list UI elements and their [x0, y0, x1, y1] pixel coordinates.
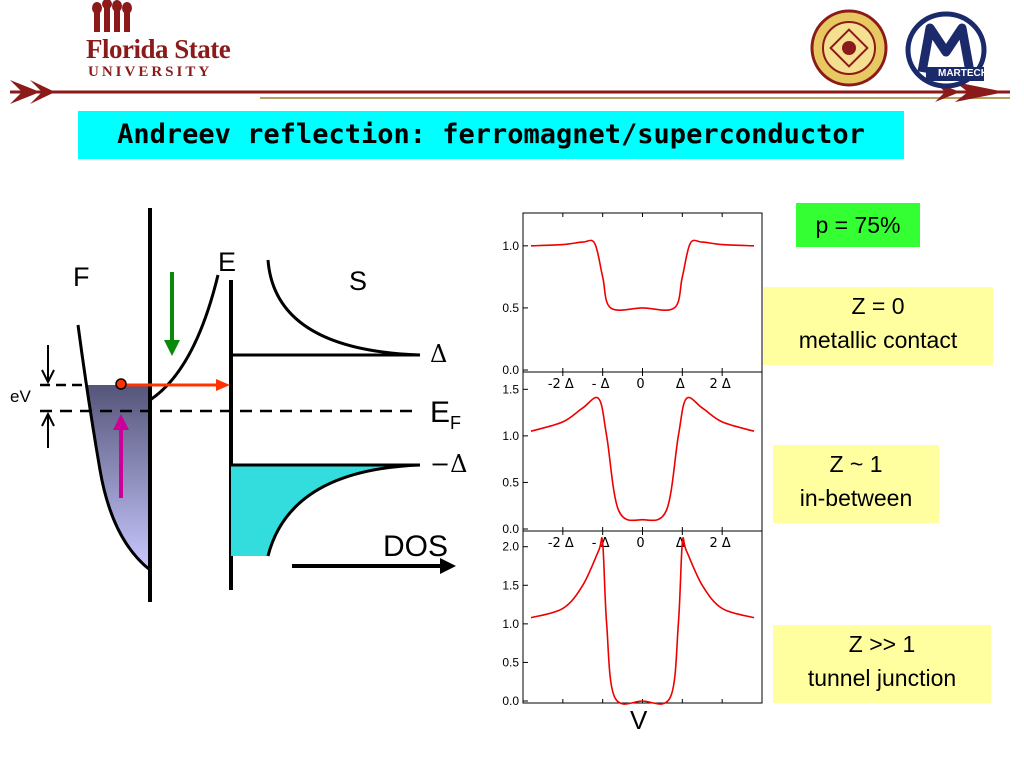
- band-diagram: [40, 208, 456, 602]
- martech-logo-icon: [905, 11, 987, 89]
- label-energy: E: [218, 247, 237, 277]
- conductance-panel-1: 0.0 0.5 1.0: [502, 212, 763, 377]
- x-axis-label: V: [630, 705, 648, 735]
- label-delta: Δ: [430, 340, 448, 368]
- case-box-z0: Z = 0 metallic contact: [763, 287, 993, 365]
- x-tick-label: -2 Δ: [548, 377, 574, 392]
- y-tick-label: 0.5: [502, 475, 519, 489]
- y-tick-label: 1.5: [502, 578, 519, 592]
- x-tick-label: 0: [636, 536, 644, 551]
- header-graphics: [10, 0, 1010, 104]
- label-fermi-level: EF: [430, 396, 462, 433]
- electron-transfer-arrow: [115, 378, 230, 391]
- dos-axis-arrow: [292, 558, 456, 574]
- superconductor-upper-dos: [266, 259, 421, 357]
- case-zlarge-line2: tunnel junction: [807, 665, 957, 691]
- ferromagnet-band-upper: [149, 274, 220, 402]
- polarization-label: p = 75%: [796, 203, 920, 247]
- label-ev: eV: [10, 387, 31, 406]
- case-box-z1: Z ~ 1 in-between: [773, 445, 939, 523]
- conductance-curve: [530, 396, 755, 522]
- slide-title: Andreev reflection: ferromagnet/supercon…: [117, 119, 865, 150]
- y-tick-label: 0.5: [502, 655, 519, 669]
- university-name: Florida State: [86, 34, 231, 64]
- y-tick-label: 1.5: [502, 382, 519, 396]
- conductance-charts: 0.0 0.5 1.0 0.0 0.5 1.0 1.5 -2 Δ - Δ 0 Δ 2 Δ 0.0 0.5 1…: [502, 212, 763, 708]
- case-z0-line2: metallic contact: [798, 327, 958, 353]
- panel-frame: [522, 371, 763, 532]
- label-dos: DOS: [383, 530, 449, 563]
- x-tick-label: -2 Δ: [548, 536, 574, 551]
- x-tick-label: Δ: [676, 377, 685, 392]
- conductance-curve: [530, 537, 755, 705]
- label-superconductor: S: [349, 266, 368, 296]
- case-z1-line2: in-between: [799, 485, 913, 511]
- fsu-torch-icon: [92, 0, 132, 32]
- superconductor-lower-dos-fill: [231, 465, 420, 556]
- x-tick-label: - Δ: [592, 377, 610, 392]
- ferromagnet-filled-states: [86, 385, 150, 570]
- case-z0-line1: Z = 0: [851, 293, 905, 319]
- y-tick-label: 0.0: [502, 694, 519, 708]
- y-tick-label: 1.0: [502, 239, 519, 253]
- conductance-panel-2: 0.0 0.5 1.0 1.5 -2 Δ - Δ 0 Δ 2 Δ: [502, 371, 763, 536]
- case-zlarge-line1: Z >> 1: [848, 631, 916, 657]
- y-tick-label: 0.5: [502, 301, 519, 315]
- reflected-hole-arrow: [113, 414, 129, 498]
- physics-seal-icon: [810, 9, 888, 87]
- y-tick-label: 1.0: [502, 429, 519, 443]
- y-tick-label: 0.0: [502, 522, 519, 536]
- case-z1-line1: Z ~ 1: [829, 451, 883, 477]
- panel-frame: [522, 530, 763, 704]
- university-line2: UNIVERSITY: [88, 64, 213, 80]
- title-background: [78, 111, 904, 159]
- label-ferromagnet: F: [73, 262, 90, 292]
- y-tick-label: 2.0: [502, 540, 519, 554]
- x-tick-label: 2 Δ: [710, 536, 731, 551]
- x-tick-label: 2 Δ: [710, 377, 731, 392]
- case-box-zlarge: Z >> 1 tunnel junction: [773, 625, 991, 703]
- y-tick-label: 1.0: [502, 617, 519, 631]
- panel-frame: [522, 212, 763, 373]
- martech-logo-text: MARTECH: [938, 68, 988, 79]
- x-tick-label: 0: [636, 377, 644, 392]
- incident-electron-arrow: [164, 272, 180, 356]
- conductance-curve: [530, 239, 755, 311]
- x-tick-label: Δ: [676, 536, 685, 551]
- ferromagnet-band-curve: [76, 324, 151, 572]
- label-minus-delta: −Δ: [430, 450, 468, 478]
- y-tick-label: 0.0: [502, 363, 519, 377]
